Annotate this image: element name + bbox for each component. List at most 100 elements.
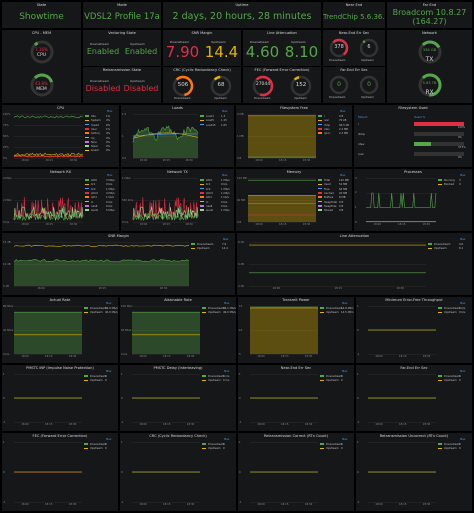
legend-item[interactable]: Downstream xyxy=(202,443,224,447)
vectoring-panel[interactable]: Vectoring State Downstream Upstream Enab… xyxy=(83,30,161,66)
legend-item[interactable]: Blocked xyxy=(438,183,454,187)
nettx-graph-panel[interactable]: Network TX 1 Mb/s 500 kb/s 0 b/s 18:00 18:15 1… xyxy=(121,169,234,231)
snr-stat-panel[interactable]: SNR Margin Downstream Upstream 7.90 14.4 xyxy=(163,30,241,66)
legend-item[interactable]: Downstream xyxy=(428,243,450,247)
crc-stat-panel[interactable]: CRC (Cyclic Redundancy Check) 506 68 Dow… xyxy=(163,67,241,103)
legend-item[interactable]: Downstream xyxy=(202,375,224,379)
fecg-graph-panel[interactable]: FEC (Forward Error Correction) 1 0 -1 18:00 1… xyxy=(2,433,118,511)
legend-header[interactable]: Max xyxy=(224,302,230,305)
legend-header[interactable]: Max xyxy=(342,370,348,373)
legend-item[interactable]: lo xyxy=(85,201,93,205)
far-end-panel[interactable]: Far End Broadcom 10.8.27 (164.27) xyxy=(387,2,472,28)
rtxc-graph-panel[interactable]: Retransmission Correct (RTx Count) 1 0 -1 18… xyxy=(238,433,354,511)
fs-graph-panel[interactable]: Filesystem Free 2 MB 1 MB 0 B 18:00 18:15 18:3… xyxy=(236,105,352,167)
legend-item[interactable]: Upstream xyxy=(428,247,447,251)
snr-graph-panel[interactable]: SNR Margin 15 dB 10 dB 5 dB 18:00 18:15 18:30 M… xyxy=(2,233,235,295)
actual-graph-panel[interactable]: Actual Rate 80 Mb/s 40 Mb/s 0 b/s 18:00 18:15… xyxy=(2,297,118,363)
legend-header[interactable]: Max xyxy=(460,370,466,373)
nees-graph-panel[interactable]: Near-End Err Sec 1 0 -1 18:00 18:15 18:30 Max Do… xyxy=(238,365,354,431)
legend-item[interactable]: Upstream xyxy=(438,379,457,383)
loads-graph-panel[interactable]: Loads 1.5 1 0.5 18:00 18:15 18:30 Max Load1 1.3 Lo… xyxy=(121,105,234,167)
legend-item[interactable]: /var xyxy=(318,119,329,123)
legend-header[interactable]: Max xyxy=(224,438,230,441)
legend-item[interactable]: eth0 xyxy=(200,179,212,183)
legend-item[interactable]: Buffers xyxy=(318,196,333,200)
legend-item[interactable]: Downstream xyxy=(202,307,224,311)
legend-header[interactable]: Max xyxy=(107,110,113,113)
legend-item[interactable]: SwapTotal xyxy=(318,201,337,205)
uptime-panel[interactable]: Uptime 2 days, 20 hours, 28 minutes xyxy=(163,2,321,28)
atten-graph-panel[interactable]: Line Attenuation 8 dB 6 dB 4 dB 18:00 18:15 18… xyxy=(237,233,472,295)
crcg-graph-panel[interactable]: CRC (Cyclic Redundancy Check) 1 0 -1 18:00 18… xyxy=(120,433,236,511)
filesystem-used-panel[interactable]: Filesystem Used Mount Used % / 100%/tmp … xyxy=(354,105,472,167)
legend-item[interactable]: User xyxy=(85,128,97,132)
legend-header[interactable]: Max xyxy=(340,110,346,113)
inp-graph-panel[interactable]: PMSTC INP (Impulse Noise Protection) 1 0 -1… xyxy=(2,365,118,431)
legend-item[interactable]: Upstream xyxy=(202,311,221,315)
cpu-mem-panel[interactable]: CPU - MEM 7.16% CPU 43.8% MEM xyxy=(2,30,81,103)
legend-item[interactable]: Shared xyxy=(318,209,333,213)
legend-item[interactable]: Load5 xyxy=(200,119,214,123)
legend-item[interactable]: Used xyxy=(318,183,331,187)
legend-header[interactable]: Max xyxy=(106,370,112,373)
cpu-graph-panel[interactable]: CPU 100% 75% 50% 25% 0% 18:00 18:15 18:30 Max Idle… xyxy=(2,105,119,167)
legend-item[interactable]: Downstream xyxy=(320,375,342,379)
legend-item[interactable]: Irq xyxy=(85,137,94,141)
legend-header[interactable]: Max xyxy=(224,370,230,373)
legend-item[interactable]: Upstream xyxy=(320,379,339,383)
legend-item[interactable]: Downstream xyxy=(84,375,106,379)
rtxu-graph-panel[interactable]: Retransmission Uncorrect (RTx Count) 1 0 -1… xyxy=(356,433,472,511)
legend-header[interactable]: Max xyxy=(106,302,112,305)
legend-header[interactable]: Max xyxy=(222,110,228,113)
legend-item[interactable]: Nice xyxy=(85,141,97,145)
legend-item[interactable]: nas8 xyxy=(200,205,212,209)
legend-item[interactable]: Load1 xyxy=(200,115,214,119)
fees-graph-panel[interactable]: Far-End Err Sec 1 0 -1 18:00 18:15 18:30 Max Dow… xyxy=(356,365,472,431)
legend-item[interactable]: Total xyxy=(318,179,330,183)
legend-item[interactable]: Upstream xyxy=(320,311,339,315)
legend-item[interactable]: Downstream xyxy=(320,307,342,311)
column-header-used[interactable]: Used % xyxy=(414,115,426,119)
retransmission-panel[interactable]: Retransmission State Downstream Upstream… xyxy=(83,67,161,103)
legend-item[interactable]: SwapFree xyxy=(318,205,337,209)
legend-item[interactable]: Downstream xyxy=(320,443,342,447)
legend-item[interactable]: Upstream xyxy=(84,311,103,315)
legend-item[interactable]: Downstream xyxy=(438,307,460,311)
legend-item[interactable]: Idle xyxy=(85,115,96,119)
legend-item[interactable]: lo xyxy=(200,201,208,205)
legend-item[interactable]: Upstream xyxy=(438,447,457,451)
legend-item[interactable]: br1 xyxy=(200,183,210,187)
state-panel[interactable]: State Showtime xyxy=(2,2,81,28)
memory-graph-panel[interactable]: Memory 120 MB 60 MB 0 B 18:00 18:15 18:30 Max To… xyxy=(236,169,352,231)
legend-item[interactable]: Running xyxy=(438,179,455,183)
legend-item[interactable]: Upstream xyxy=(191,247,210,251)
legend-item[interactable]: Upstream xyxy=(320,447,339,451)
near-end-panel[interactable]: Near End TrendChip 5.6.36.0 xyxy=(323,2,385,28)
legend-header[interactable]: Max xyxy=(342,438,348,441)
legend-item[interactable]: Softirq xyxy=(85,132,100,136)
legend-item[interactable]: Steal xyxy=(85,145,98,149)
legend-item[interactable]: Load15 xyxy=(200,124,216,128)
network-stat-panel[interactable]: Network 336 GB TX 5.63 TB RX xyxy=(387,30,472,103)
legend-item[interactable]: wan0 xyxy=(85,209,98,213)
legend-item[interactable]: Guest xyxy=(85,149,99,153)
legend-item[interactable]: Upstream xyxy=(84,379,103,383)
legend-header[interactable]: Max xyxy=(460,238,466,241)
legend-item[interactable]: /dev xyxy=(318,128,330,132)
legend-item[interactable]: Cached xyxy=(318,192,334,196)
fec-stat-panel[interactable]: FEC (Forward Error Correction) 27044 152… xyxy=(243,67,321,103)
legend-item[interactable]: /tmp xyxy=(318,124,330,128)
legend-item[interactable]: Upstream xyxy=(438,311,457,315)
legend-item[interactable]: Downstream xyxy=(191,243,213,247)
legend-header[interactable]: Max xyxy=(342,302,348,305)
legend-header[interactable]: Max xyxy=(223,238,229,241)
legend-item[interactable]: eth1 xyxy=(85,196,97,200)
legend-item[interactable]: br0 xyxy=(85,188,95,192)
legend-header[interactable]: Max xyxy=(460,438,466,441)
legend-item[interactable]: Downstream xyxy=(84,307,106,311)
legend-item[interactable]: ptm0 xyxy=(85,192,98,196)
legend-item[interactable]: Downstream xyxy=(438,375,460,379)
legend-item[interactable]: Downstream xyxy=(84,443,106,447)
legend-item[interactable]: Upstream xyxy=(202,447,221,451)
attain-graph-panel[interactable]: Attainable Rate 100 Mb/s 50 Mb/s 0 b/s 18:00… xyxy=(120,297,236,363)
